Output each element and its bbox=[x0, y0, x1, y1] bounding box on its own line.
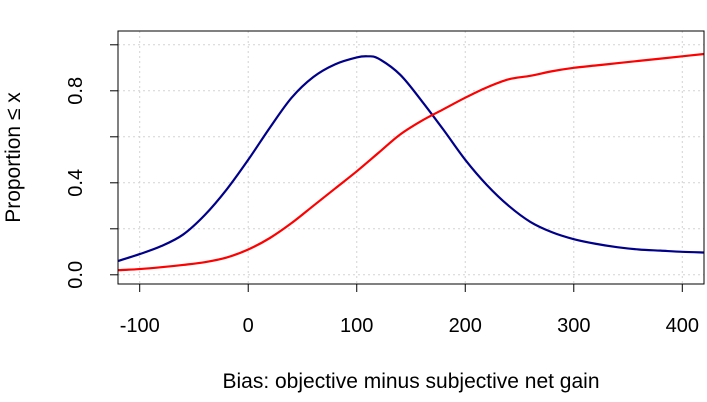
y-axis-title: Proportion ≤ x bbox=[2, 92, 25, 223]
plot-series bbox=[117, 52, 705, 272]
x-tick-label: 200 bbox=[449, 315, 482, 337]
x-tick-label: 300 bbox=[557, 315, 590, 337]
grid bbox=[118, 31, 704, 284]
series-line-1 bbox=[117, 55, 705, 263]
x-axis: -100 0 100 200 300 400 bbox=[120, 284, 699, 337]
x-tick-label: 100 bbox=[340, 315, 373, 337]
x-tick-label: 400 bbox=[666, 315, 699, 337]
y-tick-label: 0.4 bbox=[65, 169, 87, 197]
plot-frame bbox=[117, 30, 705, 285]
y-tick-label: 0.0 bbox=[65, 261, 87, 289]
x-tick-label: 0 bbox=[243, 315, 254, 337]
x-tick-label: -100 bbox=[120, 315, 160, 337]
series-line-2 bbox=[117, 52, 705, 272]
y-tick-label: 0.8 bbox=[65, 77, 87, 105]
y-axis: 0.0 0.4 0.8 bbox=[65, 44, 118, 289]
x-axis-title: Bias: objective minus subjective net gai… bbox=[222, 370, 599, 393]
